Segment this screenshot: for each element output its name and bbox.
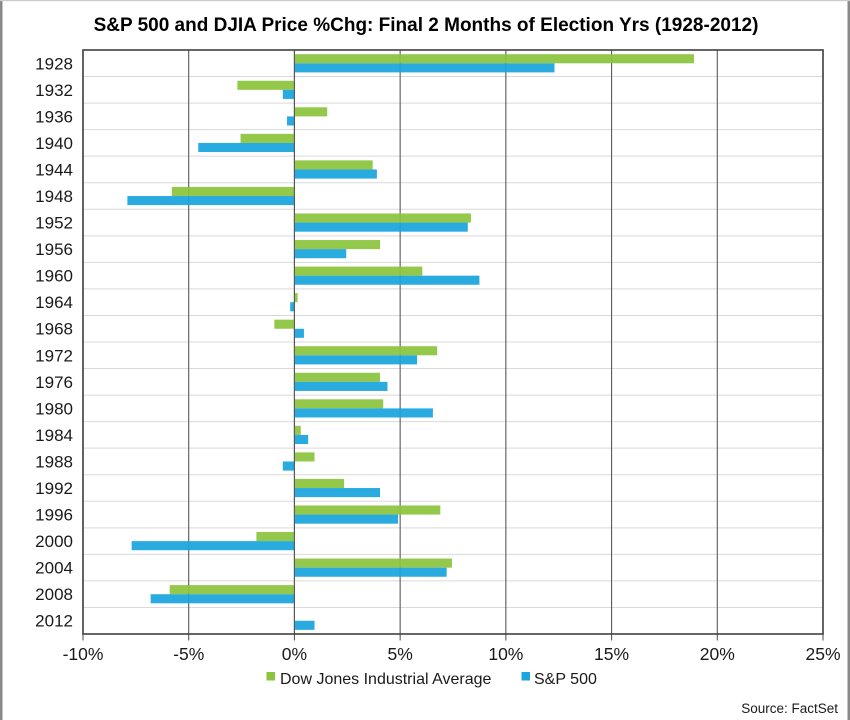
- svg-text:2012: 2012: [35, 612, 73, 631]
- svg-text:15%: 15%: [594, 644, 629, 664]
- svg-text:1996: 1996: [35, 506, 73, 525]
- svg-text:1952: 1952: [35, 214, 73, 233]
- svg-text:-5%: -5%: [173, 644, 204, 664]
- svg-text:1992: 1992: [35, 479, 73, 498]
- svg-text:2004: 2004: [35, 559, 73, 578]
- svg-text:1976: 1976: [35, 373, 73, 392]
- svg-text:10%: 10%: [488, 644, 523, 664]
- svg-text:2008: 2008: [35, 585, 73, 604]
- svg-text:1940: 1940: [35, 134, 73, 153]
- svg-text:20%: 20%: [700, 644, 735, 664]
- svg-text:1932: 1932: [35, 81, 73, 100]
- svg-text:1944: 1944: [35, 160, 73, 179]
- svg-text:Source: FactSet: Source: FactSet: [741, 701, 838, 716]
- svg-text:1948: 1948: [35, 187, 73, 206]
- svg-text:0%: 0%: [282, 644, 307, 664]
- svg-text:1980: 1980: [35, 399, 73, 418]
- svg-text:1984: 1984: [35, 426, 73, 445]
- svg-text:1972: 1972: [35, 346, 73, 365]
- svg-text:1960: 1960: [35, 267, 73, 286]
- svg-text:S&P 500 and DJIA Price %Chg: F: S&P 500 and DJIA Price %Chg: Final 2 Mon…: [94, 15, 759, 36]
- svg-text:S&P 500: S&P 500: [534, 671, 597, 688]
- svg-text:1936: 1936: [35, 107, 73, 126]
- svg-text:2000: 2000: [35, 532, 73, 551]
- svg-text:1988: 1988: [35, 452, 73, 471]
- svg-text:1964: 1964: [35, 293, 73, 312]
- svg-text:1928: 1928: [35, 54, 73, 73]
- svg-text:Dow Jones Industrial Average: Dow Jones Industrial Average: [280, 671, 491, 688]
- svg-text:5%: 5%: [387, 644, 412, 664]
- svg-text:1968: 1968: [35, 320, 73, 339]
- svg-text:-10%: -10%: [63, 644, 104, 664]
- svg-text:1956: 1956: [35, 240, 73, 259]
- svg-text:25%: 25%: [805, 644, 840, 664]
